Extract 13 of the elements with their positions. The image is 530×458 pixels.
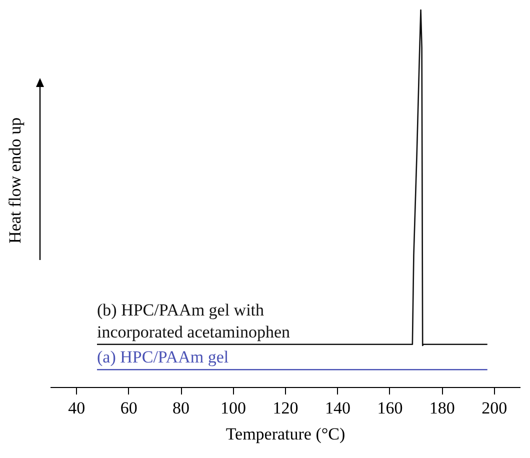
- x-tick-label: 200: [482, 398, 508, 418]
- series-label: (a) HPC/PAAm gel: [97, 348, 229, 367]
- x-tick-label: 160: [377, 398, 403, 418]
- x-tick-label: 100: [220, 398, 246, 418]
- x-tick-label: 120: [272, 398, 298, 418]
- x-tick-label: 60: [120, 398, 138, 418]
- series-label: (b) HPC/PAAm gel with incorporated acetaminophen: [97, 300, 291, 342]
- x-tick-label: 140: [324, 398, 350, 418]
- x-tick-label: 40: [68, 398, 86, 418]
- x-tick-label: 80: [172, 398, 190, 418]
- x-axis-title: Temperature (°C): [226, 424, 346, 444]
- y-axis-title: Heat flow endo up: [6, 117, 24, 244]
- x-tick-label: 180: [429, 398, 455, 418]
